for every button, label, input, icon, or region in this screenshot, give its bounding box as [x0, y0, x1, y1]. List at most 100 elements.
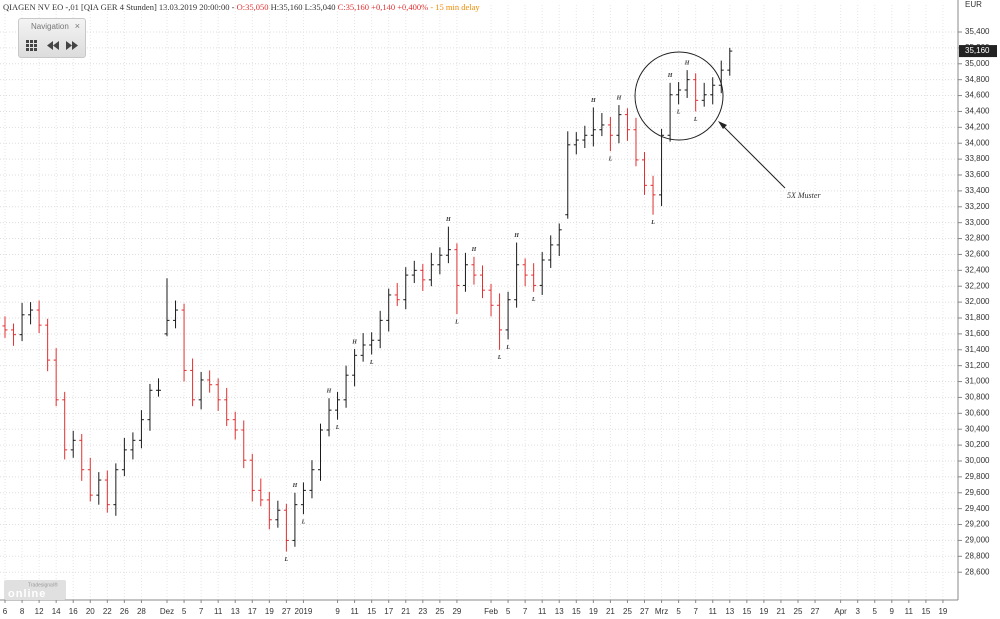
y-tick-label: 34,600 [965, 91, 990, 100]
y-tick-label: 29,400 [965, 504, 990, 513]
navigation-close[interactable]: × [74, 21, 80, 31]
y-tick-label: 33,800 [965, 154, 990, 163]
navigation-title: Navigation [31, 22, 69, 31]
x-tick-label: 3 [855, 607, 860, 616]
x-tick-label: 19 [265, 607, 274, 616]
header-part: - 15 min delay [428, 2, 480, 12]
swing-label: L [284, 557, 289, 563]
swing-label: L [505, 345, 510, 351]
x-tick-label: 7 [199, 607, 204, 616]
y-tick-label: 35,000 [965, 59, 990, 68]
y-tick-label: 34,200 [965, 122, 990, 131]
swing-label: H [471, 247, 477, 253]
x-tick-label: 27 [640, 607, 649, 616]
y-tick-label: 31,800 [965, 313, 990, 322]
y-tick-label: 33,400 [965, 186, 990, 195]
x-tick-label: 27 [282, 607, 291, 616]
swing-label: L [608, 157, 613, 163]
x-tick-label: Mrz [655, 607, 668, 616]
x-tick-label: 11 [905, 607, 914, 616]
x-tick-label: 6 [3, 607, 8, 616]
y-tick-label: 31,600 [965, 329, 990, 338]
x-tick-label: Dez [160, 607, 174, 616]
x-tick-label: 15 [367, 607, 376, 616]
x-tick-label: 15 [921, 607, 930, 616]
swing-label: H [351, 339, 357, 345]
swing-label: L [676, 110, 681, 116]
x-tick-label: 11 [350, 607, 359, 616]
x-tick-label: 21 [606, 607, 615, 616]
navigation-buttons [26, 40, 78, 51]
x-tick-label: 9 [335, 607, 340, 616]
last-price-label: 35,160 [965, 46, 990, 55]
header-part: QIAGEN NV EO -,01 [QIA GER 4 Stunden] 13… [3, 2, 237, 12]
x-tick-label: 2019 [295, 607, 313, 616]
swing-label: H [684, 61, 690, 67]
x-tick-label: 14 [52, 607, 61, 616]
swing-label: H [616, 95, 622, 101]
x-tick-label: 26 [120, 607, 129, 616]
y-tick-label: 35,400 [965, 27, 990, 36]
y-tick-label: 34,400 [965, 107, 990, 116]
x-tick-label: 5 [506, 607, 511, 616]
header-part: O:35,050 [237, 2, 269, 12]
y-tick-label: 30,600 [965, 408, 990, 417]
navigation-panel: Navigation × [18, 18, 86, 58]
swing-label: H [445, 217, 451, 223]
arrow-head [718, 121, 727, 129]
header-part: H:35,160 L:35,040 [268, 2, 337, 12]
x-tick-label: 19 [589, 607, 598, 616]
y-tick-label: 32,000 [965, 297, 990, 306]
swing-label: L [335, 425, 340, 431]
forward-button[interactable] [66, 41, 78, 50]
y-tick-label: 31,200 [965, 361, 990, 370]
swing-label: H [590, 98, 596, 104]
y-tick-label: 33,200 [965, 202, 990, 211]
y-tick-label: 34,000 [965, 138, 990, 147]
x-tick-label: 29 [452, 607, 461, 616]
x-tick-label: 7 [693, 607, 698, 616]
x-tick-label: Apr [834, 607, 847, 616]
x-tick-label: 17 [384, 607, 393, 616]
currency: EUR [965, 0, 982, 9]
y-tick-label: 30,400 [965, 424, 990, 433]
y-tick-label: 30,000 [965, 456, 990, 465]
y-tick-label: 29,800 [965, 472, 990, 481]
x-tick-label: 17 [248, 607, 257, 616]
x-tick-label: 19 [759, 607, 768, 616]
x-tick-label: 25 [435, 607, 444, 616]
header-part: C:35,160 +0,140 +0,400% [338, 2, 429, 12]
x-tick-label: 7 [523, 607, 528, 616]
y-tick-label: 33,000 [965, 218, 990, 227]
swing-label: H [292, 483, 298, 489]
x-tick-label: 13 [231, 607, 240, 616]
back-button[interactable] [47, 41, 59, 50]
y-tick-label: 32,600 [965, 250, 990, 259]
pattern-circle [634, 51, 724, 141]
y-tick-label: 29,600 [965, 488, 990, 497]
grid-button[interactable] [26, 40, 37, 51]
x-tick-label: 8 [20, 607, 25, 616]
pattern-arrow [719, 122, 786, 189]
x-tick-label: 15 [572, 607, 581, 616]
swing-label: L [531, 297, 536, 303]
x-tick-label: 9 [890, 607, 895, 616]
x-tick-label: 21 [401, 607, 410, 616]
logo-bg [4, 580, 66, 600]
x-tick-label: 16 [69, 607, 78, 616]
x-tick-label: 5 [182, 607, 187, 616]
swing-label: L [301, 520, 306, 526]
x-tick-label: 13 [725, 607, 734, 616]
y-tick-label: 32,400 [965, 265, 990, 274]
x-tick-label: 22 [103, 607, 112, 616]
y-tick-label: 34,800 [965, 75, 990, 84]
x-tick-label: 25 [794, 607, 803, 616]
swing-label: L [650, 220, 655, 226]
x-tick-label: Feb [484, 607, 498, 616]
y-tick-label: 28,800 [965, 551, 990, 560]
x-tick-label: 11 [538, 607, 547, 616]
y-tick-label: 30,800 [965, 393, 990, 402]
x-tick-label: 15 [742, 607, 751, 616]
